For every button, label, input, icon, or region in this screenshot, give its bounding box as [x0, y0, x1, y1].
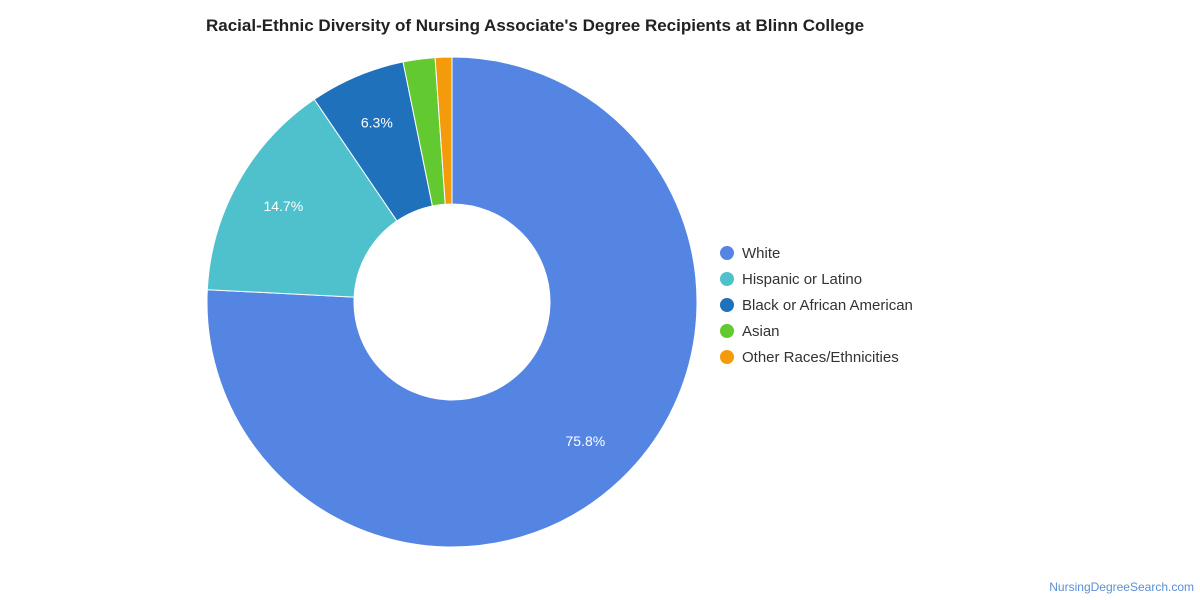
slice-data-label: 14.7%	[263, 198, 303, 214]
chart-title: Racial-Ethnic Diversity of Nursing Assoc…	[206, 16, 865, 35]
donut-slice-other-races-ethnicities[interactable]	[434, 56, 453, 205]
legend-swatch	[720, 272, 734, 286]
legend-swatch	[720, 324, 734, 338]
donut-slice-hispanic-or-latino[interactable]	[206, 98, 398, 298]
legend-swatch	[720, 350, 734, 364]
legend-item-black-or-african-american: Black or African American	[720, 292, 913, 318]
legend-label: Other Races/Ethnicities	[742, 348, 899, 366]
chart-legend: White Hispanic or Latino Black or Africa…	[720, 240, 913, 370]
legend-item-white: White	[720, 240, 913, 266]
slice-data-label: 6.3%	[361, 114, 393, 130]
legend-label: Hispanic or Latino	[742, 270, 863, 288]
legend-label: Black or African American	[742, 296, 913, 314]
legend-item-other-races-ethnicities: Other Races/Ethnicities	[720, 344, 913, 370]
slice-data-label: 75.8%	[565, 433, 605, 449]
donut-slice-white[interactable]	[206, 56, 698, 548]
legend-swatch	[720, 246, 734, 260]
source-credit-link[interactable]: NursingDegreeSearch.com	[1049, 580, 1194, 594]
legend-label: Asian	[742, 322, 780, 340]
legend-label: White	[742, 244, 781, 262]
legend-item-hispanic-or-latino: Hispanic or Latino	[720, 266, 913, 292]
legend-item-asian: Asian	[720, 318, 913, 344]
legend-swatch	[720, 298, 734, 312]
